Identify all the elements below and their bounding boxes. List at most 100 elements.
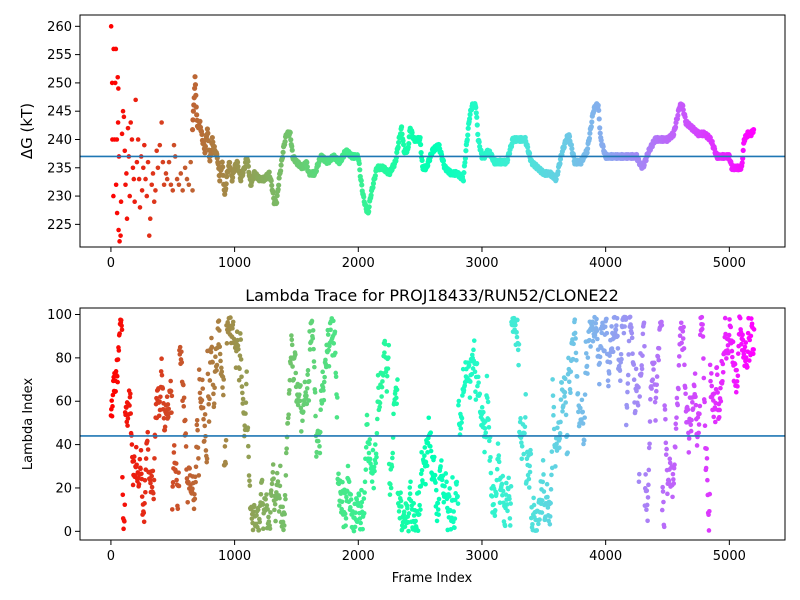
lambda-point <box>209 344 215 350</box>
lambda-point <box>220 385 225 390</box>
lambda-point <box>726 350 731 356</box>
lambda-point <box>352 524 358 530</box>
lambda-point <box>572 317 578 322</box>
lambda-point <box>526 476 532 482</box>
lambda-point <box>263 496 268 502</box>
lambda-point <box>645 518 650 524</box>
lambda-point <box>581 438 587 443</box>
lambda-point <box>567 387 573 392</box>
lambda-point <box>161 415 167 421</box>
lambda-point <box>311 359 317 364</box>
lambda-point <box>422 445 428 450</box>
lambda-point <box>573 350 579 356</box>
lambda-point <box>655 354 661 359</box>
lambda-point <box>679 340 684 346</box>
lambda-point <box>548 487 554 492</box>
lambda-point <box>750 351 756 357</box>
lambda-point <box>128 391 133 397</box>
lambda-point <box>115 357 121 362</box>
dg-point <box>396 139 402 146</box>
lambda-point <box>749 316 754 321</box>
dg-point <box>739 160 745 166</box>
lambda-point <box>625 381 631 386</box>
dg-point <box>357 167 363 173</box>
lambda-point <box>534 528 540 533</box>
lambda-point <box>659 322 665 328</box>
lambda-point <box>353 510 358 515</box>
lambda-point <box>169 393 175 399</box>
lambda-point <box>423 481 428 487</box>
lambda-point <box>434 518 440 524</box>
lambda-x-ticks: 0 1000 2000 3000 4000 5000 <box>107 540 746 564</box>
dg-point <box>112 80 118 86</box>
y-tick-label: 40 <box>55 438 72 453</box>
lambda-point <box>286 412 291 417</box>
lambda-point <box>707 362 713 368</box>
lambda-point <box>416 512 422 517</box>
dg-point <box>268 178 274 184</box>
dg-point <box>154 148 159 154</box>
lambda-point <box>305 372 310 377</box>
lambda-y-ticks: 0 20 40 60 80 100 <box>47 308 80 540</box>
lambda-point <box>304 401 310 407</box>
lambda-point <box>119 327 125 333</box>
dg-point <box>235 163 241 170</box>
dg-point <box>368 192 374 198</box>
lambda-point <box>162 427 168 433</box>
lambda-point <box>682 385 688 391</box>
lambda-point <box>701 356 706 361</box>
lambda-point <box>615 333 620 339</box>
lambda-point <box>686 436 692 441</box>
lambda-point <box>290 364 295 369</box>
lambda-point <box>247 483 253 488</box>
lambda-point <box>433 480 438 485</box>
lambda-point <box>528 447 533 453</box>
lambda-point <box>255 507 261 513</box>
y-tick-label: 245 <box>47 105 72 120</box>
lambda-point <box>557 436 563 441</box>
lambda-point <box>735 373 741 379</box>
lambda-point <box>219 365 224 371</box>
lambda-point <box>456 398 462 404</box>
dg-point <box>474 114 480 120</box>
lambda-point <box>485 395 490 401</box>
dg-point <box>675 112 681 118</box>
lambda-point <box>318 407 323 412</box>
lambda-point <box>527 463 532 469</box>
lambda-point <box>348 505 353 510</box>
lambda-point <box>595 336 600 342</box>
lambda-point <box>695 415 701 420</box>
lambda-point <box>643 472 648 477</box>
lambda-point <box>568 390 573 396</box>
lambda-point <box>240 396 246 402</box>
lambda-point <box>113 369 119 374</box>
lambda-point <box>471 338 477 343</box>
dg-point <box>131 176 137 182</box>
dg-point <box>269 182 275 189</box>
lambda-point <box>247 478 252 484</box>
dg-point <box>227 159 233 166</box>
lambda-point <box>171 443 177 448</box>
dg-point <box>125 125 131 131</box>
lambda-point <box>645 495 651 500</box>
lambda-point <box>191 506 197 512</box>
lambda-point <box>246 454 251 460</box>
dg-point <box>600 143 606 150</box>
lambda-point <box>133 444 139 450</box>
dg-point <box>406 141 412 147</box>
lambda-point <box>268 488 274 493</box>
dg-point <box>144 193 150 199</box>
x-tick-label: 2000 <box>342 549 375 564</box>
lambda-point <box>179 349 184 355</box>
dg-point <box>561 144 567 150</box>
dg-point <box>526 150 533 156</box>
lambda-point <box>268 510 273 515</box>
lambda-point <box>238 331 243 336</box>
lambda-point <box>700 322 705 327</box>
lambda-point <box>519 440 524 445</box>
lambda-point <box>256 527 262 533</box>
dg-point <box>596 116 602 122</box>
lambda-point <box>647 441 652 447</box>
lambda-point <box>158 394 163 400</box>
lambda-point <box>636 385 641 390</box>
